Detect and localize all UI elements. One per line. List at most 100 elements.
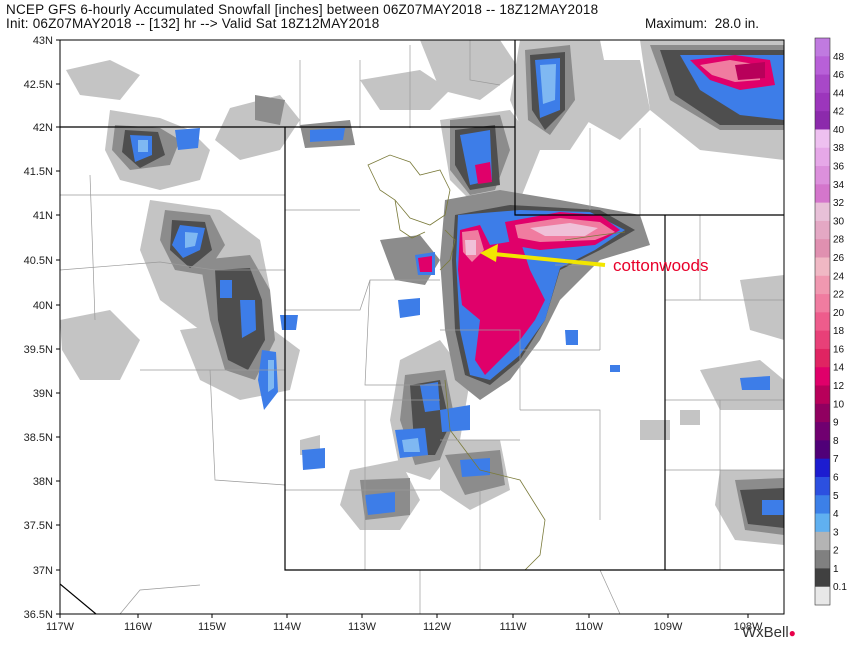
lat-label: 39.5N: [24, 344, 53, 356]
lon-label: 115W: [198, 621, 227, 633]
colorbar-frame: [814, 37, 831, 606]
colorbar-swatch: [815, 568, 830, 588]
colorbar-label: 44: [833, 88, 845, 99]
colorbar-swatch: [815, 275, 830, 295]
wxbell-logo: WxBell●: [742, 624, 796, 641]
colorbar-label: 3: [833, 527, 839, 538]
colorbar-label: 9: [833, 418, 839, 429]
colorbar-label: 5: [833, 491, 839, 502]
annotation-arrow-head: [480, 244, 498, 262]
cottonwoods-annotation: cottonwoods: [480, 244, 708, 275]
colorbar-swatch: [815, 367, 830, 386]
latitude-labels: 43N 42.5N 42N 41.5N 41N 40.5N 40N 39.5N …: [24, 35, 53, 621]
colorbar-swatch: [815, 550, 830, 569]
brand-dot-icon: ●: [788, 626, 796, 640]
state-boundaries: [60, 40, 784, 614]
lon-label: 110W: [575, 621, 604, 633]
map-frame: [59, 39, 785, 615]
colorbar-label: 4: [833, 509, 839, 520]
colorbar-swatch: [815, 403, 830, 423]
lat-label: 37.5N: [24, 520, 53, 532]
snow-deep-pink: [735, 62, 765, 80]
lon-label: 117W: [46, 621, 75, 633]
colorbar-label: 32: [833, 198, 845, 209]
map-title: NCEP GFS 6-hourly Accumulated Snowfall […: [6, 2, 599, 17]
colorbar-swatch: [815, 147, 830, 167]
colorbar-swatch: [815, 239, 830, 258]
colorbar-label: 26: [833, 253, 845, 264]
colorbar-swatch: [815, 385, 830, 405]
colorbar-swatch: [815, 476, 830, 496]
colorbar-label: 46: [833, 70, 845, 81]
colorbar-label: 34: [833, 180, 845, 191]
lon-label: 114W: [273, 621, 302, 633]
map-plot-area: [60, 40, 784, 614]
colorbar-label: 24: [833, 271, 845, 282]
colorbar-label: 12: [833, 381, 845, 392]
colorbar-label: 0.1: [833, 582, 847, 593]
colorbar-label: 10: [833, 399, 845, 410]
colorbar-swatch: [815, 92, 830, 112]
colorbar-swatch: [815, 129, 830, 149]
colorbar: 4846444240383634323028262422201816141210…: [814, 37, 847, 606]
colorbar-swatch: [815, 294, 830, 313]
colorbar-label: 14: [833, 363, 845, 374]
colorbar-swatch: [815, 513, 830, 533]
colorbar-swatch: [815, 586, 830, 606]
lat-label: 37N: [33, 565, 53, 577]
lon-label: 109W: [654, 621, 683, 633]
colorbar-swatch: [815, 166, 830, 185]
colorbar-label: 36: [833, 162, 845, 173]
longitude-labels: 117W 116W 115W 114W 113W 112W 111W 110W …: [46, 621, 763, 633]
colorbar-swatch: [815, 440, 830, 460]
colorbar-label: 18: [833, 326, 845, 337]
colorbar-swatch: [815, 56, 830, 75]
colorbar-swatch: [815, 312, 830, 332]
colorbar-label: 42: [833, 107, 845, 118]
county-boundaries: [60, 40, 784, 614]
great-salt-lake-outline: [367, 154, 626, 571]
snow-light-pink: [465, 223, 598, 255]
lat-label: 40N: [33, 300, 53, 312]
colorbar-swatch: [815, 531, 830, 551]
lat-label: 39N: [33, 388, 53, 400]
colorbar-label: 16: [833, 344, 845, 355]
colorbar-label: 38: [833, 143, 845, 154]
snow-light-blue: [138, 64, 556, 452]
colorbar-swatch: [815, 184, 830, 204]
lat-label: 41N: [33, 210, 53, 222]
colorbar-swatch: [815, 74, 830, 94]
lon-label: 113W: [348, 621, 377, 633]
lon-label: 108W: [734, 621, 763, 633]
annotation-arrow-shaft: [493, 252, 606, 267]
colorbar-label: 2: [833, 546, 839, 557]
maximum-value: Maximum: 28.0 in.: [644, 16, 759, 31]
colorbar-label: 6: [833, 472, 839, 483]
colorbar-label: 8: [833, 436, 839, 447]
colorbar-swatch: [815, 111, 830, 130]
colorbar-swatch: [815, 348, 830, 368]
map-init-info: Init: 06Z07MAY2018 -- [132] hr --> Valid…: [6, 16, 380, 31]
annotation-label: cottonwoods: [613, 256, 708, 275]
lat-label: 38.5N: [24, 432, 53, 444]
colorbar-swatch: [815, 202, 830, 222]
colorbar-swatch: [815, 330, 830, 350]
colorbar-swatch: [815, 458, 830, 478]
lat-label: 40.5N: [24, 255, 53, 267]
lon-label: 111W: [499, 621, 527, 633]
colorbar-label: 22: [833, 290, 845, 301]
lat-label: 41.5N: [24, 166, 53, 178]
lon-label: 112W: [423, 621, 452, 633]
colorbar-label: 30: [833, 216, 845, 227]
lat-label: 36.5N: [24, 609, 53, 621]
colorbar-label: 1: [833, 564, 839, 575]
colorbar-label: 40: [833, 125, 845, 136]
colorbar-label: 7: [833, 454, 839, 465]
colorbar-swatch: [815, 495, 830, 514]
lat-label: 38N: [33, 476, 53, 488]
colorbar-swatch: [815, 422, 830, 441]
colorbar-label: 28: [833, 235, 845, 246]
lon-label: 116W: [124, 621, 153, 633]
colorbar-swatch: [815, 220, 830, 240]
